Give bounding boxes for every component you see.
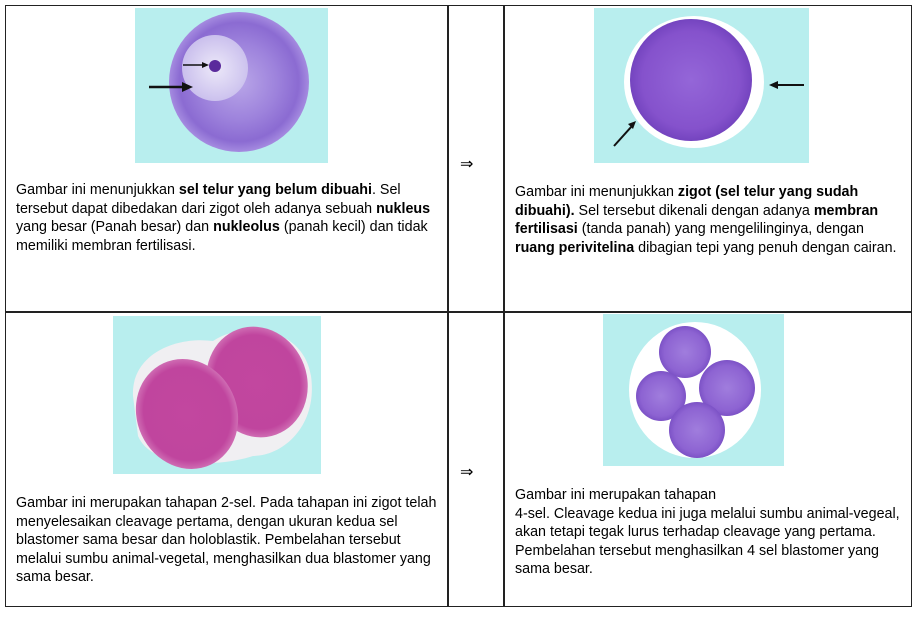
four-cell-description: Gambar ini merupakan tahapan 4-sel. Cleav… (515, 486, 907, 579)
text-segment: Gambar ini merupakan tahapan (515, 487, 717, 503)
text-segment: (panah kecil) dan tidak memiliki membran… (16, 219, 428, 254)
bold-term: nukleus (376, 200, 431, 217)
text-segment: (tanda panah) yang mengelilinginya, deng… (577, 221, 864, 237)
text-segment: Gambar ini merupakan tahapan 2-sel. Pada… (16, 495, 437, 585)
text-segment: Sel tersebut dikenali dengan adanya (574, 202, 814, 219)
text-segment: dibagian tepi yang penuh dengan cairan. (634, 239, 897, 256)
unfertilized-egg-photo (135, 8, 328, 163)
four-cell-photo (603, 314, 784, 466)
bold-term: sel telur yang belum dibuahi (178, 182, 372, 198)
text-segment: yang besar (Panah besar) dan (16, 219, 214, 235)
bold-term: zigot (sel telur yang sudah dibuahi). (515, 184, 859, 219)
bold-term: membran fertilisasi (515, 202, 879, 238)
table-border (5, 5, 912, 607)
progression-arrow-bottom: ⇒ (460, 464, 474, 481)
column-divider-right (503, 5, 505, 607)
column-divider-left (447, 5, 449, 607)
text-segment: Gambar ini menunjukkan (515, 184, 678, 200)
unfertilized-egg-description: Gambar ini menunjukkan sel telur yang be… (16, 181, 441, 255)
two-cell-photo (113, 316, 321, 474)
zygote-photo (594, 8, 809, 163)
zygote-description: Gambar ini menunjukkan zigot (sel telur … (515, 183, 907, 257)
bold-term: nukleolus (213, 219, 280, 235)
text-segment: Gambar ini menunjukkan (16, 182, 179, 198)
progression-arrow-top: ⇒ (460, 156, 474, 173)
bold-term: ruang perivitelina (515, 239, 635, 256)
row-divider (5, 311, 912, 313)
two-cell-description: Gambar ini merupakan tahapan 2-sel. Pada… (16, 494, 441, 587)
text-segment: . Sel tersebut dapat dibedakan dari zigo… (16, 182, 401, 217)
text-segment: 4-sel. Cleavage kedua ini juga melalui s… (515, 505, 900, 578)
